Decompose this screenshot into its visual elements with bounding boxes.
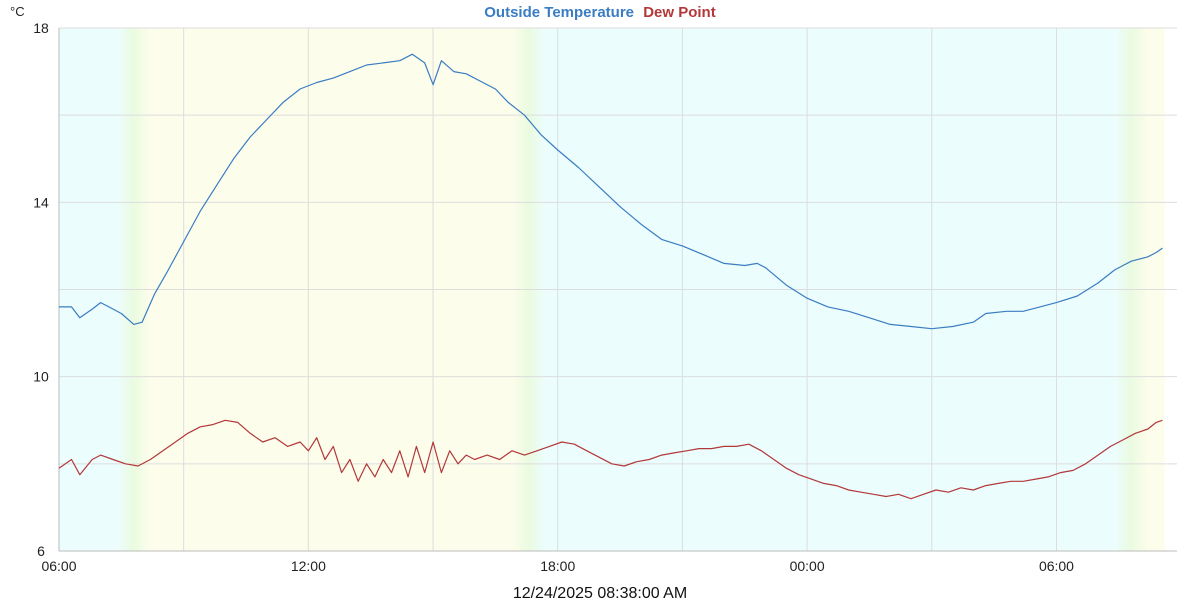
x-tick-label: 12:00 <box>291 558 326 574</box>
y-tick-label: 10 <box>33 369 49 385</box>
series-lines <box>58 53 1163 500</box>
y-tick-label: 18 <box>33 20 49 36</box>
y-tick-label: 14 <box>33 194 49 210</box>
series-line-dew-point <box>58 419 1163 500</box>
legend-dew-point: Dew Point <box>643 4 716 21</box>
chart-legend: Outside Temperature Dew Point <box>484 4 715 21</box>
x-tick-label: 06:00 <box>1039 558 1074 574</box>
y-axis-ticks: 6 10 14 18 <box>33 20 49 559</box>
x-axis-ticks: 06:00 12:00 18:00 00:00 06:00 <box>41 558 1074 574</box>
legend-outside-temperature: Outside Temperature <box>484 4 634 21</box>
grid-lines <box>58 27 1177 552</box>
y-tick-label: 6 <box>37 543 45 559</box>
y-unit-label: °C <box>10 4 25 19</box>
x-tick-label: 06:00 <box>41 558 76 574</box>
x-tick-label: 18:00 <box>540 558 575 574</box>
timestamp-label: 12/24/2025 08:38:00 AM <box>513 585 687 600</box>
x-tick-label: 00:00 <box>790 558 825 574</box>
series-line-outside-temperature <box>59 53 1163 330</box>
